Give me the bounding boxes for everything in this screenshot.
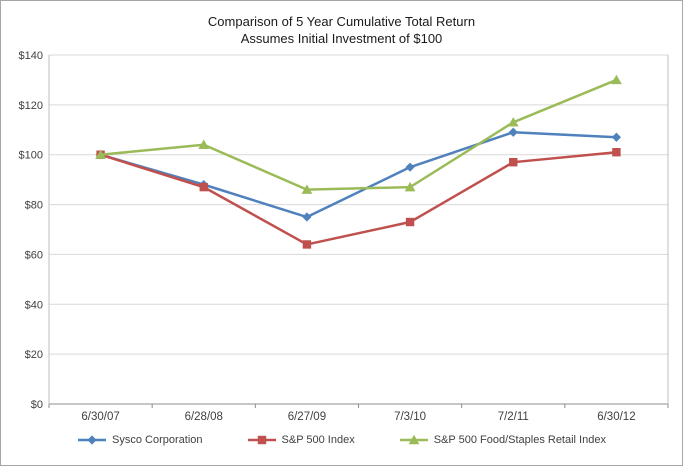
legend-item-sp500: S&P 500 Index xyxy=(247,434,355,446)
series-2-marker xyxy=(95,149,106,159)
series-2-marker xyxy=(198,139,210,149)
legend-label-sp500: S&P 500 Index xyxy=(281,434,355,446)
legend-item-food-staples: S&P 500 Food/Staples Retail Index xyxy=(399,434,606,446)
legend-item-sysco: Sysco Corporation xyxy=(77,434,203,446)
x-tick-label: 7/2/11 xyxy=(498,411,529,423)
y-tick-label: $0 xyxy=(31,399,43,411)
series-1-marker xyxy=(405,217,415,227)
series-2-marker xyxy=(611,74,622,85)
food-staples-series-marker-icon xyxy=(399,434,428,445)
y-tick-label: $140 xyxy=(19,50,43,62)
series-line-0 xyxy=(100,131,617,219)
series-0-marker xyxy=(405,162,415,172)
series-line-2 xyxy=(100,78,617,191)
y-tick-label: $40 xyxy=(25,299,43,311)
legend-label-food-staples: S&P 500 Food/Staples Retail Index xyxy=(433,434,606,446)
chart-legend: Sysco Corporation S&P 500 Index S&P 500 … xyxy=(1,434,682,446)
series-1-marker xyxy=(509,157,518,167)
y-tick-label: $100 xyxy=(19,150,43,162)
x-tick-label: 6/30/12 xyxy=(597,411,635,423)
sp500-series-marker-icon xyxy=(247,435,276,445)
y-tick-label: $20 xyxy=(25,349,43,361)
y-tick-label: $80 xyxy=(25,200,43,212)
series-line-1 xyxy=(100,150,617,246)
y-tick-label: $60 xyxy=(25,249,43,261)
series-1-marker xyxy=(302,240,312,249)
series-0-marker xyxy=(508,127,518,137)
series-2-marker xyxy=(301,184,313,194)
series-1-marker xyxy=(199,182,208,192)
series-0-marker xyxy=(302,212,312,222)
chart-title-block: Comparison of 5 Year Cumulative Total Re… xyxy=(1,13,682,47)
x-tick-label: 7/3/10 xyxy=(394,411,426,423)
x-tick-label: 6/27/09 xyxy=(288,411,326,423)
sysco-series-marker-icon xyxy=(78,435,107,445)
series-2-marker xyxy=(404,181,416,192)
chart-subtitle: Assumes Initial Investment of $100 xyxy=(240,31,443,46)
series-0-marker xyxy=(611,132,622,142)
series-2-marker xyxy=(507,117,519,127)
x-tick-label: 6/28/08 xyxy=(185,411,223,423)
chart-title: Comparison of 5 Year Cumulative Total Re… xyxy=(207,14,476,29)
series-1-marker xyxy=(612,148,621,157)
legend-label-sysco: Sysco Corporation xyxy=(112,434,203,446)
x-tick-label: 6/30/07 xyxy=(81,411,119,423)
y-tick-label: $120 xyxy=(19,100,43,112)
